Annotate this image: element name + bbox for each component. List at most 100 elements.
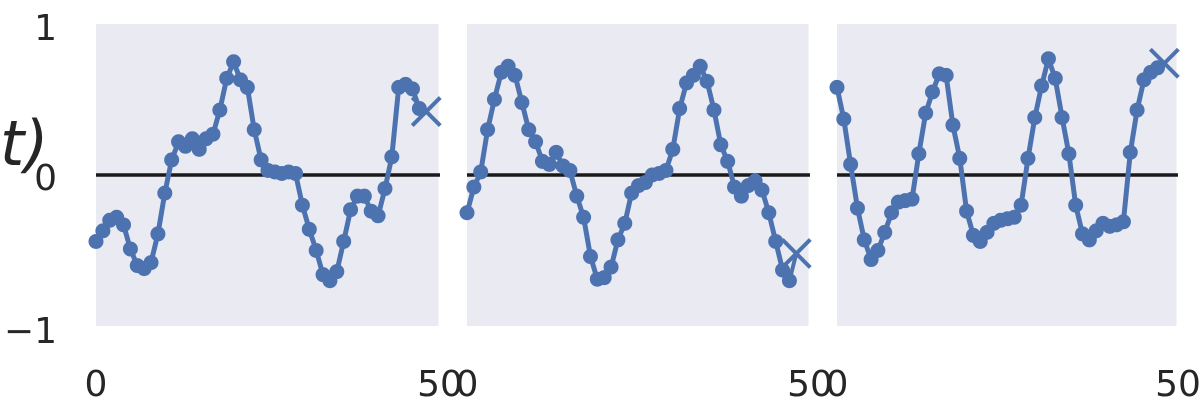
panel-1-data-point (205, 126, 221, 142)
panel-2-data-point (514, 95, 530, 111)
panel-3-data-point (1068, 197, 1084, 213)
panel-1-data-point (301, 221, 317, 237)
panel-2-data-point (480, 122, 496, 138)
panel-3-data-point (924, 84, 940, 100)
panel-2-forecast-link (787, 253, 799, 282)
panel-3-forecast-marker-stroke-b (1148, 47, 1180, 79)
panel-1-data-point (336, 233, 352, 249)
panel-2-data-point (582, 249, 598, 265)
panel-2-data-point (548, 144, 564, 160)
panel-2-data-point (528, 134, 544, 150)
panel-1-data-point (157, 185, 173, 201)
panel-3-data-point (918, 105, 934, 121)
panel-2-data-point (761, 205, 777, 221)
panel-2-data-point (754, 182, 770, 198)
panel-2-data-point (507, 67, 523, 83)
y-tick-label-middle: 0 (34, 158, 57, 199)
panel-2-data-point (658, 162, 674, 178)
x-tick-label-panel3-end: 50 (1155, 364, 1200, 400)
panel-2-data-point (706, 102, 722, 118)
x-tick-label-panel3-start: 0 (826, 364, 849, 400)
panel-1-data-point (116, 217, 132, 233)
panel-2-data-point (665, 141, 681, 157)
panel-3-data-point (1020, 150, 1036, 166)
panel-1-data-point (226, 54, 242, 70)
panel-1-data-point (288, 165, 304, 181)
panel-3-data-point (1054, 110, 1070, 126)
panel-1-data-point (191, 141, 207, 157)
panel-3-data-point (870, 243, 886, 258)
panel-2-data-point (521, 122, 537, 138)
panel-3-data-point (849, 200, 865, 216)
y-tick-label-bottom: −1 (4, 311, 57, 352)
panel-1-data-point (308, 243, 324, 258)
panel-2-data-point (459, 205, 475, 221)
panel-1-data-point (184, 131, 200, 147)
panel-1-data-point (356, 188, 372, 204)
panel-2-data-point (473, 164, 489, 180)
panel-1-data-point (122, 241, 138, 257)
panel-3-data-point (1047, 70, 1063, 86)
panel-3-data-point (959, 203, 975, 219)
panel-3-data-point (856, 232, 872, 248)
x-tick-label-panel2-end: 50 (787, 364, 833, 400)
panel-3-data-point (945, 117, 961, 133)
panel-2-data-point (720, 153, 736, 169)
panel-1-data-point (95, 223, 111, 239)
panel-3-data-point (1115, 214, 1131, 230)
panel-3-data-point (1040, 51, 1056, 67)
x-tick-label-panel2-start: 0 (456, 364, 479, 400)
panel-1-data-point (164, 152, 180, 168)
panel-3 (829, 24, 1180, 326)
panel-3-data-point (843, 156, 859, 172)
y-axis-label: t) (0, 107, 49, 180)
panel-3-forecast-marker (1148, 47, 1180, 79)
panel-2-data-point (672, 101, 688, 117)
panel-1-data-point (404, 81, 420, 97)
panel-1-data-point (294, 197, 310, 213)
panel-2-data-point (610, 232, 626, 248)
panel-2-data-point (699, 73, 715, 89)
panel-2-data-point (768, 233, 784, 249)
panel-1-data-point (253, 152, 269, 168)
panel-3-data-point (904, 191, 920, 207)
panels-layer (88, 24, 1180, 326)
panel-2-data-point (692, 58, 708, 74)
panel-2-data-point (713, 137, 729, 153)
panel-3-data-point (1122, 144, 1138, 160)
panel-1-data-point (88, 233, 104, 249)
panel-3-data-point (1061, 146, 1077, 162)
y-tick-label-top: 1 (34, 8, 57, 49)
panel-2-forecast-marker (780, 238, 812, 269)
panel-2-data-point (576, 209, 592, 225)
panel-2-data-point (569, 188, 585, 204)
panel-1-forecast-marker-stroke-b (410, 96, 442, 127)
panel-1-data-point (239, 79, 255, 95)
panel-1-data-point (212, 102, 228, 118)
panel-2-data-point (541, 156, 557, 172)
panel-1-data-point (384, 149, 400, 165)
panel-1-forecast-marker (410, 96, 442, 127)
panel-1-data-point (150, 226, 166, 242)
panel-1-data-point (370, 208, 386, 224)
panel-2 (459, 24, 812, 326)
panel-3-data-point (911, 146, 927, 162)
panel-2-data-point (562, 162, 578, 178)
panel-3-data-point (1027, 110, 1043, 126)
panel-3-data-point (952, 150, 968, 166)
panel-1-data-point (219, 70, 235, 86)
panel-2-forecast-marker-stroke-b (780, 238, 812, 269)
axis-layer: t) 1 0 −1 0 50 0 50 0 50 (0, 8, 1200, 400)
panel-2-data-point (466, 179, 482, 195)
panel-1 (88, 24, 442, 326)
x-tick-label-panel1-start: 0 (85, 364, 108, 400)
panel-2-data-point (486, 92, 502, 107)
panel-2-data-point (617, 215, 633, 231)
panel-3-data-point (877, 224, 893, 240)
panel-2-data-point (603, 259, 619, 275)
panel-3-data-point (836, 111, 852, 127)
panel-3-data-point (1129, 102, 1145, 118)
x-tick-label-panel1-end: 50 (417, 364, 463, 400)
panel-3-data-point (1013, 197, 1029, 213)
